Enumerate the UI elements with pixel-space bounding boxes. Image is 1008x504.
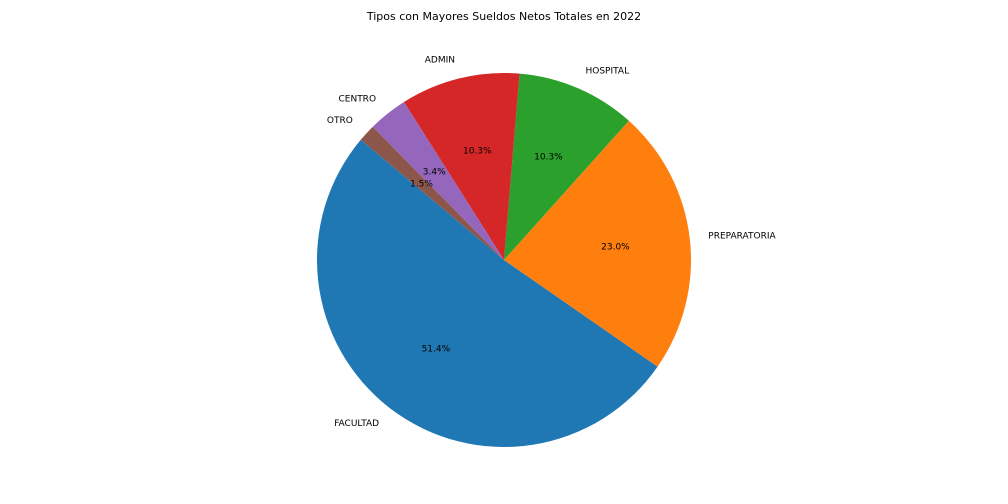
- slice-percent-facultad: 51.4%: [422, 345, 451, 355]
- slice-percent-admin: 10.3%: [463, 147, 492, 157]
- pie-slice-centro: [372, 102, 504, 261]
- pie-slice-preparatoria: [504, 120, 691, 367]
- slice-label-otro: OTRO: [327, 116, 353, 126]
- pie-slice-hospital: [504, 73, 629, 261]
- slice-percent-centro: 3.4%: [423, 168, 446, 178]
- slice-label-hospital: HOSPITAL: [585, 67, 629, 77]
- slice-label-centro: CENTRO: [338, 94, 376, 104]
- slice-label-facultad: FACULTAD: [334, 419, 379, 429]
- pie-slice-facultad: [316, 139, 658, 448]
- slice-label-admin: ADMIN: [425, 56, 455, 66]
- pie-slice-otro: [360, 126, 504, 260]
- slice-label-preparatoria: PREPARATORIA: [708, 232, 776, 242]
- pie-slice-admin: [403, 73, 520, 260]
- chart-title: Tipos con Mayores Sueldos Netos Totales …: [366, 10, 642, 23]
- slice-percent-otro: 1.5%: [410, 179, 433, 189]
- slice-percent-hospital: 10.3%: [534, 152, 563, 162]
- slice-percent-preparatoria: 23.0%: [601, 242, 630, 252]
